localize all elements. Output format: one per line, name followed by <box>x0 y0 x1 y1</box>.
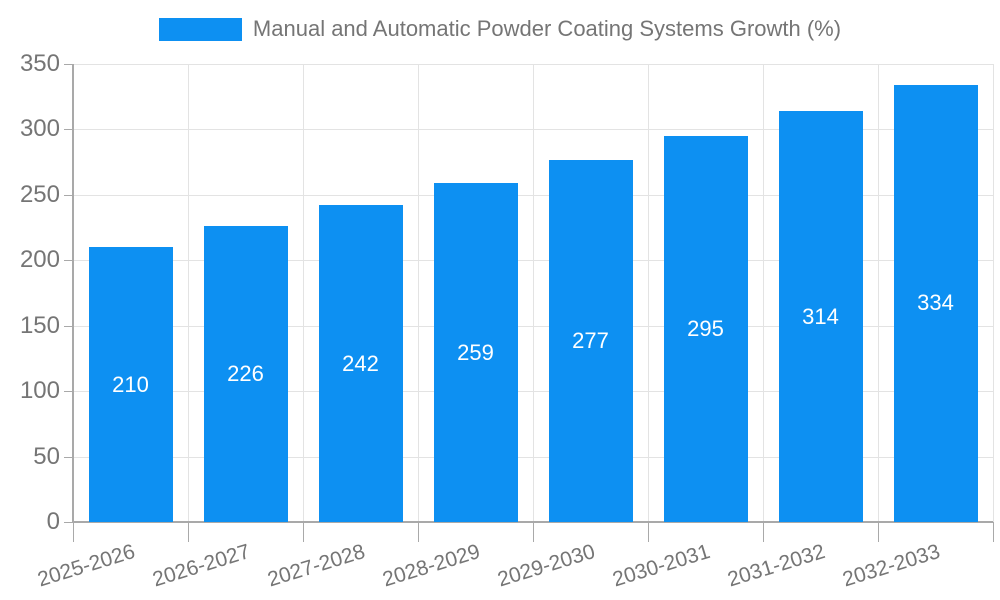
bar-value-label: 226 <box>227 361 264 387</box>
x-axis-tick <box>73 522 74 542</box>
x-axis-tick <box>878 522 879 542</box>
gridline-vertical <box>878 64 879 522</box>
bar[interactable]: 210 <box>88 247 173 522</box>
bar-value-label: 210 <box>112 371 149 397</box>
bar-value-label: 277 <box>572 327 609 353</box>
bar-value-label: 259 <box>457 339 494 365</box>
gridline-vertical <box>188 64 189 522</box>
legend-swatch-icon <box>158 17 242 41</box>
y-axis-tick <box>64 522 73 523</box>
y-axis-label: 250 <box>19 180 60 208</box>
gridline-vertical <box>763 64 764 522</box>
y-axis-line <box>72 64 74 522</box>
x-axis-tick <box>533 522 534 542</box>
gridline-vertical <box>648 64 649 522</box>
legend: Manual and Automatic Powder Coating Syst… <box>0 16 1000 42</box>
y-axis-label: 50 <box>33 442 60 470</box>
y-axis-tick <box>64 129 73 131</box>
y-axis-label: 350 <box>19 50 60 77</box>
legend-item[interactable]: Manual and Automatic Powder Coating Syst… <box>158 16 842 42</box>
y-axis-tick <box>64 391 73 393</box>
x-axis-line <box>73 521 993 523</box>
y-axis-label: 300 <box>19 115 60 143</box>
bar[interactable]: 314 <box>778 111 863 522</box>
chart-title: Manual and Automatic Powder Coating Syst… <box>252 16 842 41</box>
bar-value-label: 295 <box>687 315 724 341</box>
y-axis-tick <box>64 456 73 458</box>
y-axis-tick <box>64 194 73 196</box>
y-axis-label: 0 <box>46 508 60 535</box>
y-axis-label: 150 <box>19 311 60 339</box>
gridline-vertical <box>533 64 534 522</box>
gridline-vertical <box>303 64 304 522</box>
y-axis-label: 200 <box>19 246 60 274</box>
x-axis-tick <box>993 522 994 542</box>
y-axis-label: 100 <box>19 377 60 405</box>
x-axis-tick <box>648 522 649 542</box>
bar-value-label: 334 <box>917 290 954 316</box>
bar[interactable]: 226 <box>203 226 288 522</box>
gridline-vertical <box>993 64 994 522</box>
bar[interactable]: 295 <box>663 135 748 522</box>
y-axis-tick <box>64 260 73 262</box>
bar[interactable]: 242 <box>318 205 403 522</box>
y-axis-tick <box>64 64 73 65</box>
x-axis-tick <box>188 522 189 542</box>
bar-value-label: 242 <box>342 350 379 376</box>
bar[interactable]: 277 <box>548 159 633 522</box>
gridline-vertical <box>418 64 419 522</box>
bar-value-label: 314 <box>802 303 839 329</box>
y-axis-tick <box>64 325 73 327</box>
x-axis-tick <box>763 522 764 542</box>
bar[interactable]: 259 <box>433 183 518 522</box>
x-axis-tick <box>418 522 419 542</box>
bar[interactable]: 334 <box>893 84 978 522</box>
x-axis-tick <box>303 522 304 542</box>
